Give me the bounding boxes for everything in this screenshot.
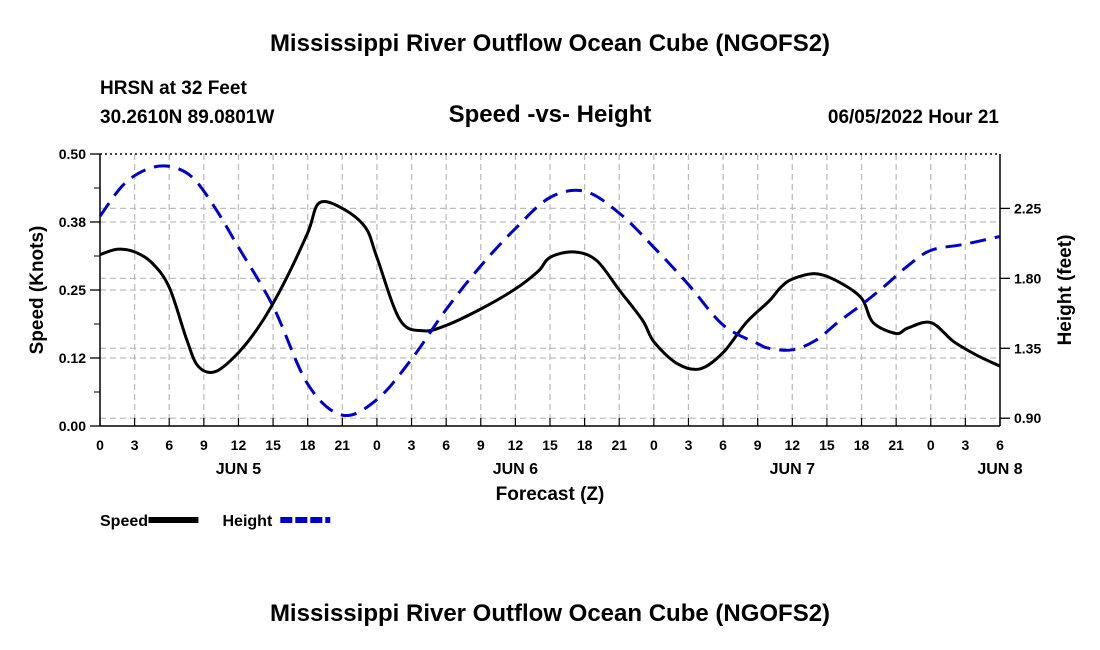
x-tick-label: 18 xyxy=(854,437,870,453)
station-label: HRSN at 32 Feet xyxy=(100,78,247,99)
x-tick-label: 0 xyxy=(96,437,104,453)
x-tick-label: 12 xyxy=(508,437,524,453)
series-line-speed xyxy=(99,200,1001,374)
x-tick-label: 15 xyxy=(542,437,558,453)
x-tick-label: 0 xyxy=(650,437,658,453)
y2-tick-label: 2.25 xyxy=(1014,200,1041,216)
y-tick-label: 0.00 xyxy=(59,418,86,434)
x-tick-label: 9 xyxy=(754,437,762,453)
x-tick-label: 12 xyxy=(785,437,801,453)
x-tick-label: 3 xyxy=(685,437,693,453)
date-label: JUN 6 xyxy=(493,461,538,478)
x-tick-label: 12 xyxy=(231,437,247,453)
footer-title: Mississippi River Outflow Ocean Cube (NG… xyxy=(269,600,831,627)
chart-title: Mississippi River Outflow Ocean Cube (NG… xyxy=(269,30,831,57)
x-tick-label: 3 xyxy=(131,437,139,453)
y2-tick-label: 1.35 xyxy=(1014,340,1041,356)
x-tick-label: 6 xyxy=(165,437,173,453)
x-tick-label: 18 xyxy=(577,437,593,453)
y-axis-title-left: Speed (Knots) xyxy=(27,226,48,355)
x-tick-label: 21 xyxy=(888,437,904,453)
date-label: JUN 7 xyxy=(770,461,815,478)
x-tick-label: 21 xyxy=(335,437,351,453)
x-tick-label: 6 xyxy=(719,437,727,453)
chart-subtitle: Speed -vs- Height xyxy=(448,101,652,128)
date-label: JUN 5 xyxy=(216,461,261,478)
x-tick-label: 6 xyxy=(996,437,1004,453)
x-tick-label: 3 xyxy=(961,437,969,453)
date-label: JUN 8 xyxy=(977,461,1022,478)
series-line-height xyxy=(98,164,1001,418)
legend-label-speed: Speed xyxy=(100,513,148,530)
x-tick-label: 9 xyxy=(200,437,208,453)
x-tick-label: 6 xyxy=(442,437,450,453)
x-tick-label: 0 xyxy=(373,437,381,453)
x-tick-label: 15 xyxy=(265,437,281,453)
x-tick-label: 3 xyxy=(408,437,416,453)
y2-tick-label: 0.90 xyxy=(1014,410,1041,426)
y-tick-label: 0.50 xyxy=(59,146,86,162)
y-tick-label: 0.12 xyxy=(59,350,86,366)
coordinates-label: 30.2610N 89.0801W xyxy=(100,107,275,128)
x-tick-label: 9 xyxy=(477,437,485,453)
y-tick-label: 0.38 xyxy=(59,214,86,230)
legend-label-height: Height xyxy=(223,513,273,530)
x-tick-label: 21 xyxy=(611,437,627,453)
y-axis-title-right: Height (feet) xyxy=(1055,235,1076,346)
x-tick-label: 18 xyxy=(300,437,316,453)
x-tick-label: 0 xyxy=(927,437,935,453)
y2-tick-label: 1.80 xyxy=(1014,270,1041,286)
forecast-datetime: 06/05/2022 Hour 21 xyxy=(827,107,999,128)
x-tick-label: 15 xyxy=(819,437,835,453)
y-tick-label: 0.25 xyxy=(59,282,86,298)
x-axis-title: Forecast (Z) xyxy=(496,484,605,505)
